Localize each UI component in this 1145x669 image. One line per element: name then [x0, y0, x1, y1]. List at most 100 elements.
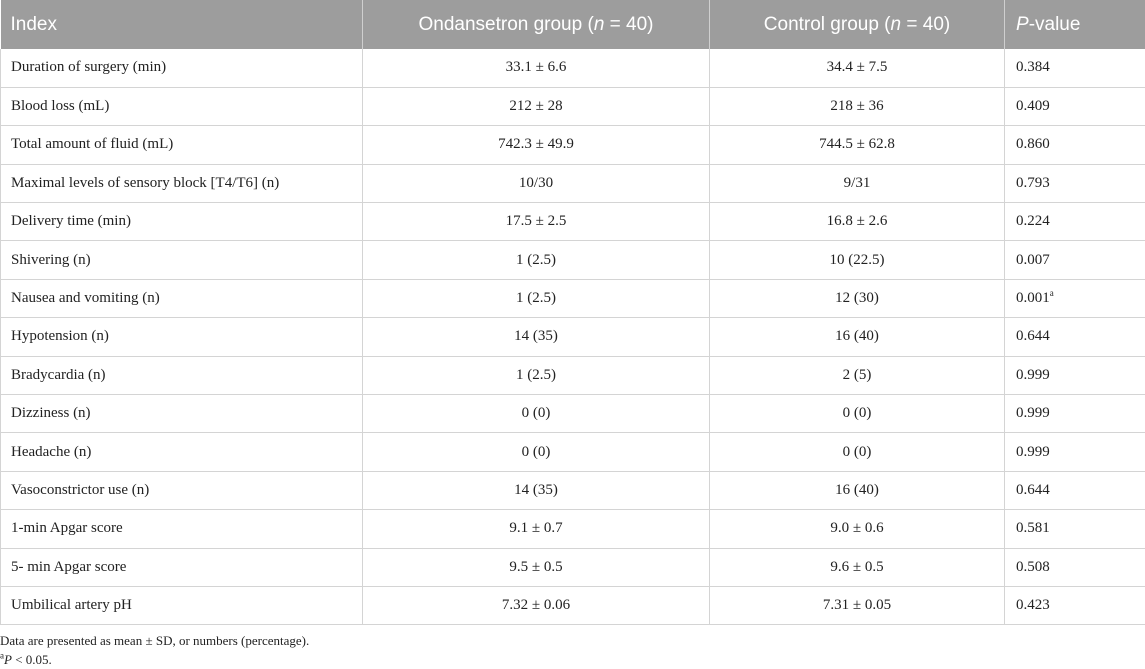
row-control-cell: 12 (30) — [710, 279, 1005, 317]
row-control-cell: 0 (0) — [710, 395, 1005, 433]
row-p-value-cell: 0.793 — [1005, 164, 1145, 202]
header-control: Control group (n = 40) — [710, 0, 1005, 49]
row-p-value-cell: 0.007 — [1005, 241, 1145, 279]
row-p-value-cell: 0.384 — [1005, 49, 1145, 87]
row-index-cell-text: Nausea and vomiting (n) — [11, 290, 160, 306]
row-control-cell: 10 (22.5) — [710, 241, 1005, 279]
row-control-cell: 744.5 ± 62.8 — [710, 126, 1005, 164]
header-index: Index — [1, 0, 363, 49]
footnote-significance: aP < 0.05. — [0, 650, 1140, 669]
row-p-value-cell-text: 0.001 — [1016, 290, 1050, 306]
row-ondansetron-cell-text: 742.3 ± 49.9 — [498, 136, 574, 152]
footnote-p-symbol: P — [4, 652, 12, 667]
row-p-value-cell-text: 0.793 — [1016, 175, 1050, 191]
table-row: Total amount of fluid (mL) 742.3 ± 49.9 74… — [1, 126, 1145, 164]
row-control-cell: 218 ± 36 — [710, 87, 1005, 125]
row-ondansetron-cell-text: 7.32 ± 0.06 — [502, 597, 570, 613]
table-row: Delivery time (min) 17.5 ± 2.5 16.8 ± 2.6 0… — [1, 203, 1145, 241]
row-p-value-cell: 0.999 — [1005, 356, 1145, 394]
row-ondansetron-cell: 9.1 ± 0.7 — [363, 510, 710, 548]
header-ondansetron-n: n — [594, 14, 605, 35]
row-ondansetron-cell: 0 (0) — [363, 395, 710, 433]
row-ondansetron-cell-text: 212 ± 28 — [509, 98, 562, 114]
row-index-cell: Hypotension (n) — [1, 318, 363, 356]
table-footnotes: Data are presented as mean ± SD, or numb… — [0, 631, 1140, 669]
row-control-cell-text: 16.8 ± 2.6 — [827, 213, 888, 229]
row-p-value-cell-text: 0.224 — [1016, 213, 1050, 229]
row-p-value-cell: 0.423 — [1005, 586, 1145, 624]
row-index-cell-text: 5- min Apgar score — [11, 559, 126, 575]
row-ondansetron-cell: 1 (2.5) — [363, 241, 710, 279]
header-p-value: P-value — [1005, 0, 1145, 49]
row-ondansetron-cell: 14 (35) — [363, 318, 710, 356]
row-control-cell-text: 9.6 ± 0.5 — [830, 559, 883, 575]
row-p-value-cell: 0.001a — [1005, 279, 1145, 317]
header-ondansetron-label: Ondansetron group ( — [418, 14, 593, 35]
row-ondansetron-cell: 742.3 ± 49.9 — [363, 126, 710, 164]
row-index-cell: Dizziness (n) — [1, 395, 363, 433]
row-p-value-cell: 0.999 — [1005, 395, 1145, 433]
row-index-cell: Duration of surgery (min) — [1, 49, 363, 87]
row-control-cell-text: 16 (40) — [835, 482, 879, 498]
table-row: Nausea and vomiting (n)1 (2.5)12 (30)0.0… — [1, 279, 1145, 317]
header-control-label: Control group ( — [764, 14, 891, 35]
row-ondansetron-cell-text: 17.5 ± 2.5 — [506, 213, 567, 229]
row-control-cell-text: 2 (5) — [843, 367, 872, 383]
row-p-value-cell: 0.581 — [1005, 510, 1145, 548]
row-index-cell-text: Umbilical artery pH — [11, 597, 132, 613]
row-index-cell: Bradycardia (n) — [1, 356, 363, 394]
row-ondansetron-cell: 7.32 ± 0.06 — [363, 586, 710, 624]
row-index-cell-text: Bradycardia (n) — [11, 367, 106, 383]
table-row: Umbilical artery pH 7.32 ± 0.06 7.31 ± 0.0… — [1, 586, 1145, 624]
row-control-cell-text: 0 (0) — [843, 405, 872, 421]
row-ondansetron-cell: 14 (35) — [363, 471, 710, 509]
row-index-cell: 1-min Apgar score — [1, 510, 363, 548]
row-control-cell: 9.6 ± 0.5 — [710, 548, 1005, 586]
row-p-value-cell-text: 0.644 — [1016, 482, 1050, 498]
results-table-container: Index Ondansetron group (n = 40) Control… — [0, 0, 1145, 625]
row-control-cell: 9/31 — [710, 164, 1005, 202]
row-p-value-cell-text: 0.384 — [1016, 59, 1050, 75]
header-ondansetron: Ondansetron group (n = 40) — [363, 0, 710, 49]
table-row: Hypotension (n) 14 (35) 16 (40) 0.644 — [1, 318, 1145, 356]
row-control-cell-text: 16 (40) — [835, 328, 879, 344]
row-control-cell-text: 34.4 ± 7.5 — [827, 59, 888, 75]
header-ondansetron-count: = 40) — [604, 14, 653, 35]
table-row: Dizziness (n) 0 (0) 0 (0) 0.999 — [1, 395, 1145, 433]
row-ondansetron-cell-text: 9.1 ± 0.7 — [509, 520, 562, 536]
header-p-symbol: P — [1016, 14, 1029, 35]
row-control-cell-text: 10 (22.5) — [830, 252, 885, 268]
row-p-value-cell-text: 0.508 — [1016, 559, 1050, 575]
row-control-cell: 34.4 ± 7.5 — [710, 49, 1005, 87]
row-index-cell-text: Dizziness (n) — [11, 405, 91, 421]
row-p-value-cell-text: 0.423 — [1016, 597, 1050, 613]
table-row: Maximal levels of sensory block [T4/T6] … — [1, 164, 1145, 202]
results-table: Index Ondansetron group (n = 40) Control… — [0, 0, 1145, 625]
row-index-cell: Headache (n) — [1, 433, 363, 471]
header-row: Index Ondansetron group (n = 40) Control… — [1, 0, 1145, 49]
row-index-cell-text: Blood loss (mL) — [11, 98, 109, 114]
row-index-cell-text: 1-min Apgar score — [11, 520, 123, 536]
row-control-cell: 2 (5) — [710, 356, 1005, 394]
row-ondansetron-cell-text: 9.5 ± 0.5 — [509, 559, 562, 575]
row-control-cell-text: 7.31 ± 0.05 — [823, 597, 891, 613]
row-p-value-cell-text: 0.644 — [1016, 328, 1050, 344]
header-index-label: Index — [11, 14, 57, 35]
row-ondansetron-cell: 9.5 ± 0.5 — [363, 548, 710, 586]
row-index-cell-text: Shivering (n) — [11, 252, 91, 268]
header-control-count: = 40) — [901, 14, 950, 35]
row-ondansetron-cell-text: 1 (2.5) — [516, 252, 556, 268]
table-row: Shivering (n) 1 (2.5) 10 (22.5) 0.007 — [1, 241, 1145, 279]
row-index-cell: Delivery time (min) — [1, 203, 363, 241]
row-control-cell-text: 218 ± 36 — [830, 98, 883, 114]
row-control-cell: 16 (40) — [710, 471, 1005, 509]
row-p-value-cell: 0.508 — [1005, 548, 1145, 586]
row-control-cell-text: 12 (30) — [835, 290, 879, 306]
row-ondansetron-cell: 17.5 ± 2.5 — [363, 203, 710, 241]
row-index-cell: Total amount of fluid (mL) — [1, 126, 363, 164]
row-index-cell: Maximal levels of sensory block [T4/T6] … — [1, 164, 363, 202]
row-index-cell-text: Hypotension (n) — [11, 328, 109, 344]
row-ondansetron-cell: 0 (0) — [363, 433, 710, 471]
